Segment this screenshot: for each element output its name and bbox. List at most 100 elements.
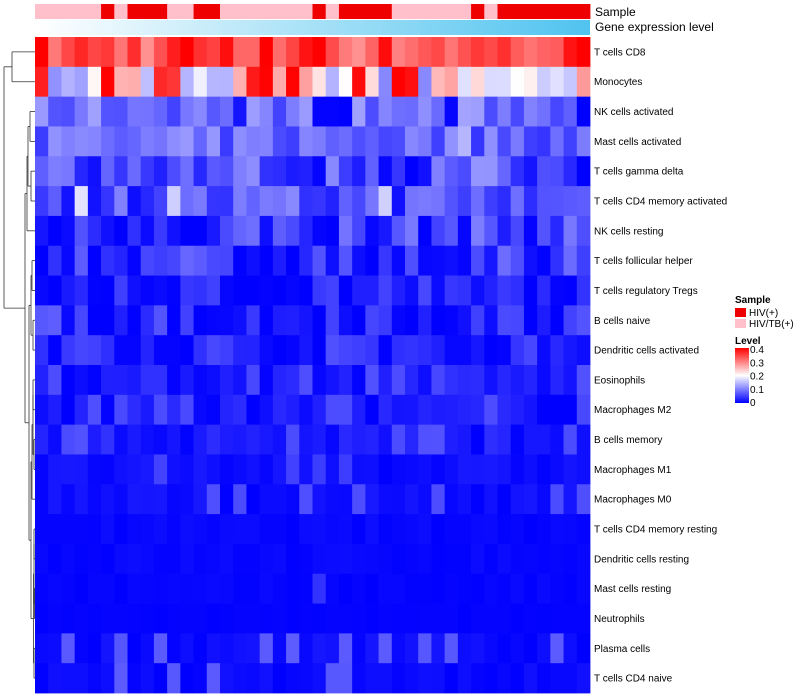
heatmap-cell: [61, 514, 76, 545]
heatmap-cell: [391, 156, 406, 187]
heatmap-cell: [101, 126, 115, 157]
heatmap-cell: [48, 514, 62, 545]
heatmap-cell: [550, 186, 564, 217]
heatmap-cell: [457, 96, 472, 127]
heatmap-cell: [74, 66, 89, 98]
heatmap-cell: [563, 633, 578, 664]
heatmap-cell: [378, 484, 393, 515]
heatmap-cell: [418, 484, 432, 515]
heatmap-cell: [378, 663, 393, 694]
heatmap-cell: [35, 66, 49, 98]
heatmap-cell: [497, 365, 512, 396]
heatmap-cell: [537, 514, 551, 545]
sample-annotation-cell: [246, 4, 261, 19]
heatmap-cell: [220, 305, 234, 336]
heatmap-cell: [167, 335, 181, 366]
heatmap-cell: [418, 394, 432, 426]
heatmap-cell: [220, 633, 234, 664]
heatmap-cell: [259, 633, 274, 664]
heatmap-cell: [405, 573, 419, 604]
heatmap-cell: [286, 66, 300, 98]
heatmap-cell: [537, 126, 551, 157]
heatmap-cell: [114, 126, 128, 157]
heatmap-cell: [352, 305, 366, 336]
heatmap-cell: [153, 305, 168, 336]
heatmap-cell: [576, 514, 591, 545]
heatmap-cell: [497, 633, 512, 664]
heatmap-cell: [153, 543, 168, 575]
heatmap-cell: [365, 633, 379, 664]
heatmap-cell: [193, 305, 208, 336]
heatmap-cell: [365, 573, 379, 604]
heatmap-cell: [259, 663, 274, 694]
heatmap-cell: [259, 66, 274, 98]
heatmap-cell: [74, 633, 89, 664]
heatmap-cell: [259, 305, 274, 336]
heatmap-cell: [220, 454, 234, 485]
heatmap-cell: [140, 424, 155, 455]
heatmap-cell: [405, 394, 419, 426]
heatmap-cell: [484, 96, 498, 127]
heatmap-cell: [74, 96, 89, 127]
heatmap-cell: [74, 543, 89, 575]
heatmap-cell: [206, 215, 221, 247]
heatmap-cell: [378, 66, 393, 98]
row-label: Mast cells resting: [594, 584, 671, 595]
heatmap-cell: [153, 335, 168, 366]
heatmap-cell: [140, 335, 155, 366]
heatmap-cell: [246, 215, 261, 247]
sample-annotation-cell: [537, 4, 551, 19]
heatmap-cell: [127, 573, 142, 604]
heatmap-cell: [537, 335, 551, 366]
heatmap-cell: [444, 633, 459, 664]
heatmap-cell: [576, 663, 591, 694]
heatmap-cell: [497, 305, 512, 336]
heatmap-cell: [114, 633, 128, 664]
legend-swatch-hiv-tb: [735, 319, 746, 328]
heatmap-cell: [576, 305, 591, 336]
heatmap-cell: [153, 275, 168, 306]
heatmap-cell: [352, 484, 366, 515]
heatmap-cell: [140, 514, 155, 545]
heatmap-cell: [325, 96, 340, 127]
heatmap-cell: [563, 126, 578, 157]
heatmap-cell: [153, 365, 168, 396]
heatmap-cell: [510, 186, 525, 217]
heatmap-cell: [233, 215, 247, 247]
heatmap-cell: [35, 215, 49, 247]
heatmap-cell: [471, 514, 485, 545]
heatmap-cell: [537, 215, 551, 247]
heatmap-cell: [87, 245, 102, 276]
heatmap-cell: [114, 66, 128, 98]
heatmap-cell: [484, 126, 498, 157]
heatmap-cell: [259, 484, 274, 515]
heatmap-cell: [378, 305, 393, 336]
heatmap-cell: [405, 275, 419, 306]
heatmap-cell: [444, 514, 459, 545]
heatmap-cell: [233, 454, 247, 485]
heatmap-cell: [87, 543, 102, 575]
heatmap-cell: [471, 96, 485, 127]
heatmap-cell: [563, 37, 578, 68]
heatmap-cell: [365, 484, 379, 515]
heatmap-cell: [180, 365, 194, 396]
heatmap-cell: [193, 573, 208, 604]
heatmap-cell: [431, 454, 446, 485]
heatmap-cell: [431, 663, 446, 694]
heatmap-cell: [497, 186, 512, 217]
heatmap-cell: [563, 484, 578, 515]
heatmap-cell: [61, 186, 76, 217]
heatmap-cell: [153, 186, 168, 217]
heatmap-cell: [418, 424, 432, 455]
heatmap-cell: [418, 66, 432, 98]
heatmap-cell: [365, 275, 379, 306]
heatmap-cell: [114, 484, 128, 515]
heatmap-cell: [220, 275, 234, 306]
heatmap-cell: [537, 454, 551, 485]
heatmap-cell: [74, 275, 89, 306]
heatmap-cell: [74, 394, 89, 426]
heatmap-cell: [233, 514, 247, 545]
heatmap-cell: [259, 543, 274, 575]
heatmap-cell: [206, 573, 221, 604]
heatmap-cell: [153, 573, 168, 604]
